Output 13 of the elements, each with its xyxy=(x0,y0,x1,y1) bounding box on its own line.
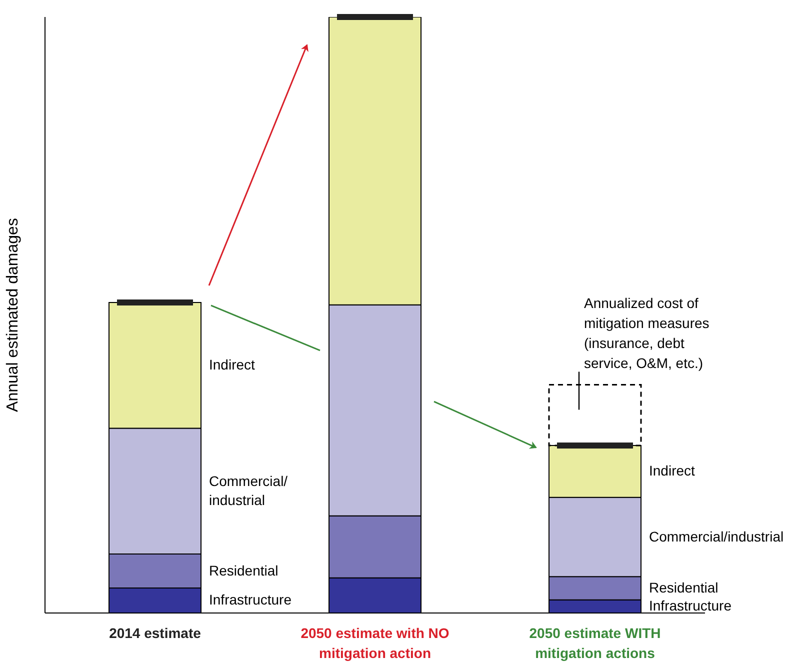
series-label: Infrastructure xyxy=(209,590,292,610)
y-axis-title: Annual estimated damages xyxy=(4,218,22,412)
text: Infrastructure xyxy=(649,598,732,614)
x-tick-label: 2014 estimate xyxy=(108,624,202,643)
x-tick-label: 2050 estimate with NO mitigation action xyxy=(300,624,450,663)
series-label: Residential xyxy=(209,561,280,580)
x-tick-label: 2050 estimate WITH mitigation actions xyxy=(528,624,662,663)
text: Indirect xyxy=(649,462,695,479)
series-label: Commercial/industrial xyxy=(649,528,785,546)
text: Commercial/industrial xyxy=(209,473,288,508)
series-label: Indirect xyxy=(209,356,256,375)
annotation: Annualized cost of mitigation measures (insurance, debt service, O&M, etc.) xyxy=(584,294,710,373)
text: Residential xyxy=(649,580,718,596)
